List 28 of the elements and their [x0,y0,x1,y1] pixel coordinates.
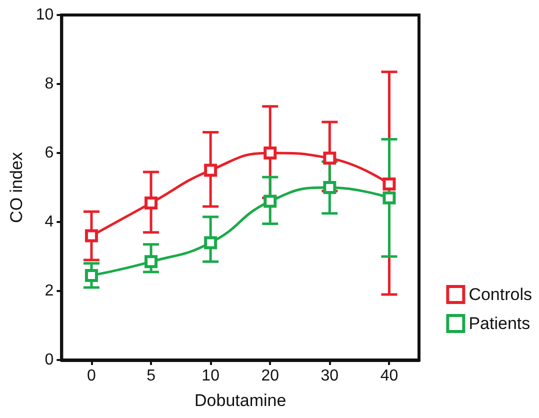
x-axis-title: Dobutamine [194,391,286,410]
x-tick-label: 20 [261,368,280,384]
point [382,178,396,191]
point [204,164,218,177]
y-axis-title: CO index [7,152,26,223]
y-tick-label: 4 [44,214,54,230]
y-tick-label: 0 [44,352,54,368]
legend-label: Controls [468,285,532,304]
point [204,236,218,250]
legend-label: Patients [468,314,530,333]
point [264,146,277,160]
x-tick-label: 10 [202,368,220,384]
y-tick-label: 8 [44,76,54,92]
y-tick-label: 6 [44,144,54,162]
y-tick-label: 10 [36,6,54,24]
point [264,194,277,208]
x-tick-label: 0 [87,368,96,384]
x-tick-label: 5 [146,368,156,384]
point [323,181,336,194]
point [144,196,158,210]
point [84,268,98,282]
point [382,191,396,204]
y-tick-label: 2 [44,282,54,300]
x-tick-label: 40 [380,368,398,384]
point [144,255,158,268]
x-tick-label: 30 [320,368,339,384]
point [84,229,98,242]
point [323,152,336,165]
